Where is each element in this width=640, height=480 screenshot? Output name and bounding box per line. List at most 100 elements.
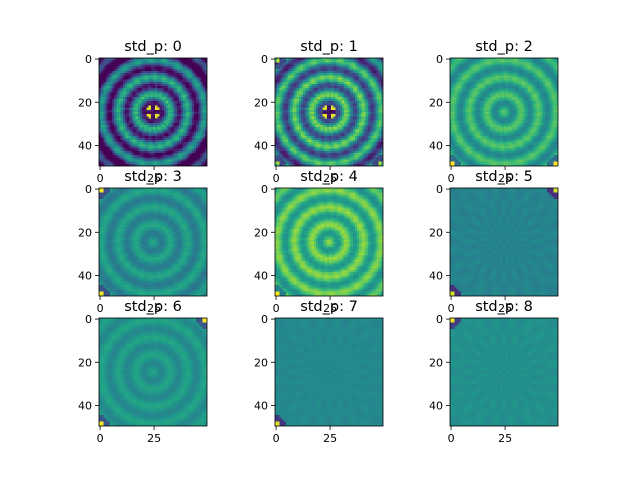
heatmap-cell [372,62,374,64]
heatmap-cell [357,88,359,90]
heatmap-cell [320,118,322,120]
heatmap-cell [284,71,286,73]
heatmap-cell [131,116,133,118]
heatmap-cell [116,123,118,125]
heatmap-cell [142,138,144,140]
heatmap-cell [185,99,187,101]
heatmap-cell [194,88,196,90]
heatmap-cell [103,138,105,140]
heatmap-cell [372,80,374,82]
heatmap-cell [364,69,366,71]
heatmap-cell [201,108,203,110]
heatmap-cell [121,62,123,64]
heatmap-cell [366,136,368,138]
heatmap-cell [284,160,286,162]
heatmap-cell [201,67,203,69]
heatmap-cell [190,95,192,97]
heatmap-cell [325,60,327,62]
heatmap-cell [377,127,379,129]
heatmap-cell [198,125,200,127]
heatmap-cell [183,101,185,103]
heatmap-cell [335,153,337,155]
heatmap-cell [177,155,179,157]
heatmap-cell [366,93,368,95]
heatmap-cell [301,60,303,62]
heatmap-cell [314,103,316,105]
heatmap-cell [127,116,129,118]
heatmap-cell [125,80,127,82]
heatmap-cell [361,95,363,97]
heatmap-cell [151,127,153,129]
heatmap-cell [172,106,174,108]
heatmap-cell [138,103,140,105]
heatmap-cell [312,116,314,118]
heatmap-cell [299,134,301,136]
heatmap-cell [292,77,294,79]
heatmap-cell [277,110,279,112]
heatmap-cell [346,144,348,146]
heatmap-cell [279,134,281,136]
heatmap-cell [338,93,340,95]
heatmap-cell [277,62,279,64]
heatmap-cell [179,73,181,75]
heatmap-cell [303,127,305,129]
heatmap-cell [357,73,359,75]
heatmap-cell [277,108,279,110]
heatmap-cell [357,75,359,77]
heatmap-cell [305,127,307,129]
heatmap-cell [325,82,327,84]
heatmap-cell [194,67,196,69]
heatmap-cell [281,160,283,162]
heatmap-cell [134,134,136,136]
heatmap-cell [286,82,288,84]
heatmap-cell [164,138,166,140]
heatmap-cell [136,69,138,71]
heatmap-cell [110,71,112,73]
heatmap-cell [179,123,181,125]
heatmap-cell [355,77,357,79]
heatmap-cell [125,93,127,95]
heatmap-cell [125,123,127,125]
heatmap-cell [377,116,379,118]
heatmap-cell [196,88,198,90]
heatmap-cell [101,112,103,114]
heatmap-cell [131,125,133,127]
heatmap-cell [320,99,322,101]
heatmap-cell [299,136,301,138]
heatmap-cell [110,162,112,164]
heatmap-cell [147,67,149,69]
heatmap-cell [323,116,325,118]
heatmap-cell [325,112,327,114]
heatmap-cell [142,82,144,84]
heatmap-cell [372,60,374,62]
heatmap-cell [323,108,325,110]
heatmap-cell [320,151,322,153]
heatmap-cell [314,153,316,155]
heatmap-cell [125,162,127,164]
heatmap-cell [198,110,200,112]
heatmap-cell [359,157,361,159]
heatmap-cell [342,77,344,79]
heatmap-cell [372,155,374,157]
heatmap-cell [101,125,103,127]
heatmap-cell [377,99,379,101]
heatmap-cell [175,108,177,110]
heatmap-cell [301,142,303,144]
heatmap-cell [364,121,366,123]
heatmap-cell [310,125,312,127]
heatmap-cell [353,90,355,92]
heatmap-cell [335,162,337,164]
heatmap-cell [294,62,296,64]
heatmap-cell [303,101,305,103]
heatmap-cell [277,162,279,164]
heatmap-cell [164,101,166,103]
heatmap-cell [188,118,190,120]
heatmap-cell [294,95,296,97]
heatmap-cell [312,75,314,77]
heatmap-cell [357,114,359,116]
heatmap-cell [140,140,142,142]
heatmap-cell [377,108,379,110]
heatmap-cell [127,86,129,88]
heatmap-cell [355,153,357,155]
heatmap-cell [320,147,322,149]
